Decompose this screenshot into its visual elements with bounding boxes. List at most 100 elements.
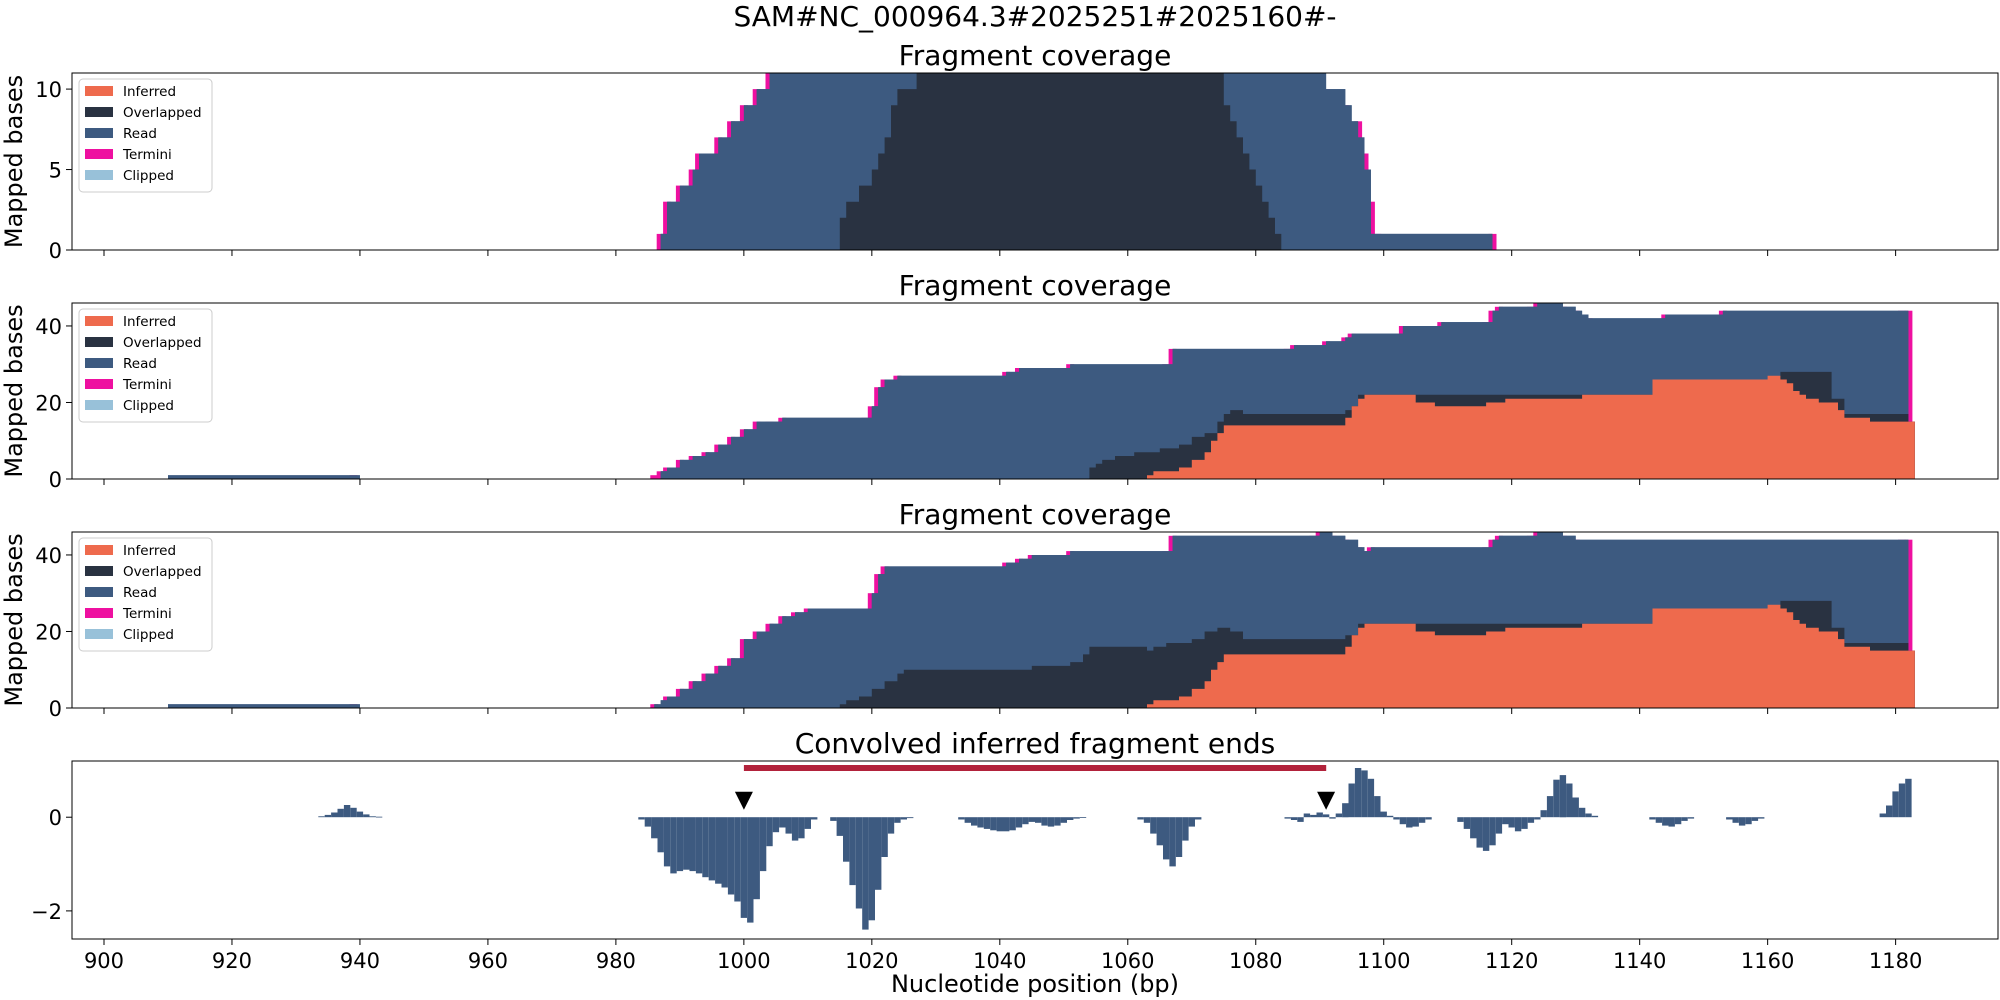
bar — [1393, 817, 1400, 820]
bar — [881, 817, 888, 857]
legend-swatch-overlapped — [85, 566, 113, 576]
charts: Inferred Overlapped Read Termini Clipped 0 5 10… — [0, 39, 1999, 998]
bar — [683, 817, 690, 870]
bar — [343, 805, 351, 818]
bar — [1067, 817, 1074, 820]
x-tick-label: 980 — [596, 949, 636, 973]
bar — [1502, 817, 1509, 825]
legend-label-read: Read — [123, 126, 157, 142]
bar — [1022, 817, 1029, 825]
bar — [1290, 817, 1298, 820]
bar — [644, 817, 652, 827]
bar — [1527, 817, 1535, 823]
bar — [318, 816, 325, 818]
bar — [715, 817, 722, 884]
bar — [798, 817, 805, 839]
bar — [772, 817, 780, 833]
bar — [689, 817, 696, 872]
legend-label-clipped: Clipped — [123, 627, 174, 643]
bar — [1054, 817, 1061, 826]
bar — [1418, 817, 1426, 823]
legend-label-read: Read — [123, 585, 157, 601]
legend-label-inferred: Inferred — [123, 543, 176, 559]
chart-panel-1: Inferred Overlapped Read Termini Clipped 0 5 10… — [0, 39, 1999, 263]
legend-swatch-inferred — [85, 86, 113, 96]
bar — [1386, 815, 1394, 818]
x-tick-label: 1080 — [1229, 949, 1282, 973]
bar — [1585, 813, 1592, 818]
bar — [331, 812, 338, 818]
bar — [1540, 810, 1547, 818]
y-tick-label: 20 — [35, 391, 62, 415]
legend-label-termini: Termini — [122, 606, 172, 622]
legend-swatch-overlapped — [85, 337, 113, 347]
bar — [1758, 817, 1765, 819]
bar — [875, 817, 882, 890]
x-tick-label: 1180 — [1869, 949, 1922, 973]
x-tick-label: 1000 — [717, 949, 770, 973]
legend-swatch-read — [85, 587, 113, 597]
region-bar — [743, 765, 1327, 771]
bar — [1406, 817, 1413, 828]
bar — [753, 817, 760, 900]
bar — [977, 817, 984, 828]
bar — [1655, 817, 1663, 823]
bar — [1514, 817, 1522, 832]
legend-swatch-clipped — [85, 170, 113, 180]
bar — [1188, 817, 1195, 827]
bar — [1175, 817, 1183, 857]
bar — [785, 817, 792, 834]
bar — [1662, 817, 1669, 826]
bar — [1681, 817, 1688, 821]
series-overlapped-fill — [833, 73, 1288, 250]
bar — [1726, 817, 1733, 820]
chart-title: Fragment coverage — [899, 498, 1172, 531]
x-tick-label: 1020 — [845, 949, 898, 973]
bar — [702, 817, 709, 878]
figure-title: SAM#NC_000964.3#2025251#2025160#- — [733, 0, 1336, 33]
bar — [1361, 770, 1368, 818]
bar — [1354, 768, 1362, 818]
y-tick-label: 20 — [35, 620, 62, 644]
x-tick-label: 940 — [340, 949, 380, 973]
bar — [1508, 817, 1515, 828]
bar — [734, 817, 741, 902]
bar — [1905, 778, 1912, 818]
x-tick-label: 1100 — [1357, 949, 1410, 973]
y-tick-label: 40 — [35, 315, 62, 339]
bar — [1316, 812, 1323, 818]
bar — [695, 817, 703, 874]
legend-label-inferred: Inferred — [123, 84, 176, 100]
chart-title: Fragment coverage — [899, 39, 1172, 72]
legend-swatch-clipped — [85, 400, 113, 410]
bar — [1335, 813, 1343, 818]
chart-title: Convolved inferred fragment ends — [795, 727, 1276, 760]
legend: Inferred Overlapped Read Termini Clipped — [78, 537, 213, 652]
bar — [804, 817, 811, 829]
bar — [657, 817, 664, 853]
y-tick-label: 0 — [49, 239, 62, 263]
bar — [1182, 817, 1189, 841]
bar — [1751, 817, 1759, 821]
x-tick-label: 960 — [468, 949, 508, 973]
bar — [651, 817, 658, 839]
bar — [727, 817, 735, 895]
y-tick-label: 10 — [35, 78, 62, 102]
bar — [983, 817, 991, 829]
legend-label-read: Read — [123, 356, 157, 372]
bar — [1041, 817, 1048, 826]
bar — [855, 817, 863, 909]
bar — [1060, 817, 1067, 823]
bar — [676, 817, 684, 872]
bar — [894, 817, 901, 823]
bar — [1310, 814, 1317, 818]
bar — [1329, 817, 1336, 819]
bar — [1470, 817, 1477, 839]
bar — [1348, 783, 1355, 818]
bar — [996, 817, 1003, 832]
x-tick-label: 920 — [212, 949, 252, 973]
x-tick-label: 1160 — [1741, 949, 1794, 973]
bar — [791, 817, 799, 841]
bar — [1156, 817, 1163, 846]
x-tick-label: 1060 — [1101, 949, 1154, 973]
